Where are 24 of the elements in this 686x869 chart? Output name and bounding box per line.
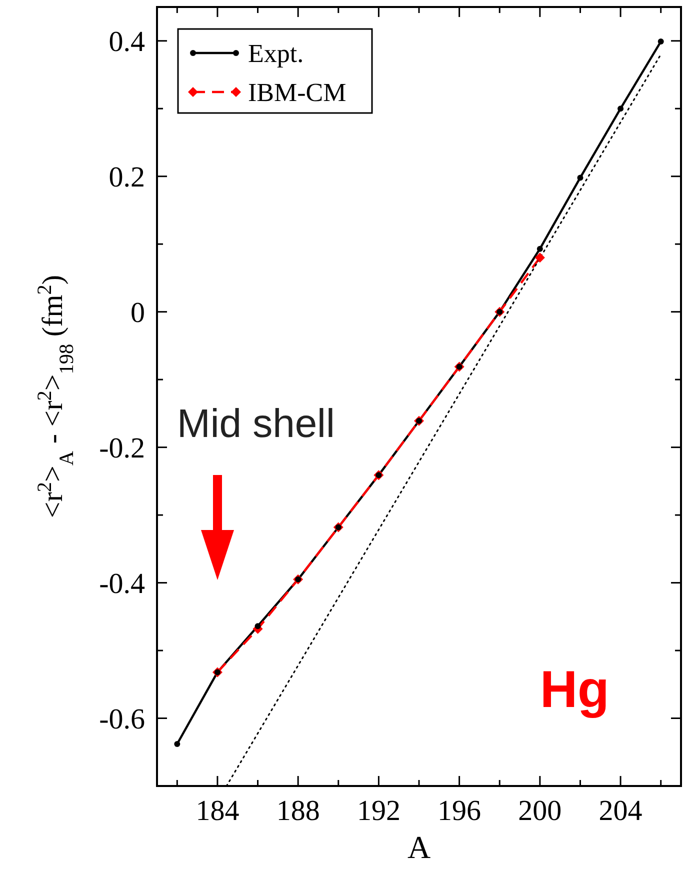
y-tick-label: 0.4 xyxy=(108,26,146,58)
x-tick-label: 196 xyxy=(438,795,482,827)
annotation: Mid shell xyxy=(177,402,335,446)
point xyxy=(658,38,664,45)
x-tick-label: 192 xyxy=(356,795,400,827)
annotation: Hg xyxy=(540,661,610,719)
x-tick-label: 204 xyxy=(598,795,643,827)
point xyxy=(618,106,624,112)
y-tick-label: -0.2 xyxy=(99,432,145,464)
point xyxy=(536,246,543,252)
legend-label: IBM-CM xyxy=(248,78,346,107)
x-tick-label: 200 xyxy=(518,795,562,827)
y-tick-label: -0.6 xyxy=(99,703,145,736)
y-tick-label: 0.2 xyxy=(108,161,145,194)
x-tick-label: 184 xyxy=(196,795,240,827)
point xyxy=(534,252,545,263)
y-tick-label: 0 xyxy=(130,296,145,329)
point xyxy=(577,174,584,181)
x-tick-label: 188 xyxy=(276,795,320,827)
point xyxy=(254,623,261,630)
point xyxy=(174,741,180,747)
x-axis-title: A xyxy=(407,829,431,865)
legend-label: Expt. xyxy=(248,39,304,68)
y-tick-label: -0.4 xyxy=(99,568,146,600)
